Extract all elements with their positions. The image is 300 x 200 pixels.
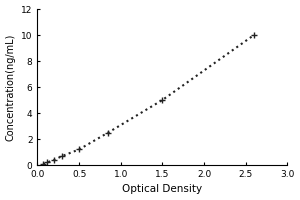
Y-axis label: Concentration(ng/mL): Concentration(ng/mL) [6,33,16,141]
X-axis label: Optical Density: Optical Density [122,184,202,194]
